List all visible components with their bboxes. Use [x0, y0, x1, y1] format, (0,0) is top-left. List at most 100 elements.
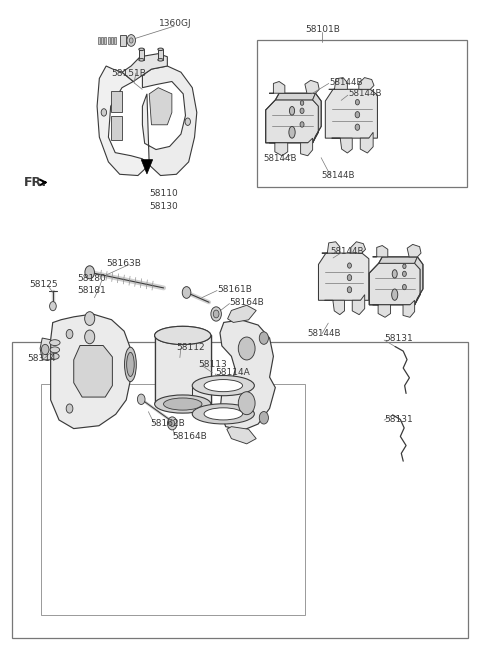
Text: 58144B: 58144B	[263, 154, 297, 164]
Text: 58151B: 58151B	[111, 69, 146, 78]
Circle shape	[84, 330, 95, 344]
Polygon shape	[143, 66, 197, 175]
Ellipse shape	[392, 269, 397, 278]
Polygon shape	[359, 78, 374, 90]
Bar	[155, 336, 211, 404]
Text: 58180: 58180	[78, 274, 107, 283]
Text: 58131: 58131	[384, 415, 413, 424]
Polygon shape	[74, 345, 112, 397]
Text: 58163B: 58163B	[107, 259, 141, 267]
Polygon shape	[372, 245, 388, 257]
Ellipse shape	[289, 107, 295, 115]
Circle shape	[402, 271, 407, 277]
Polygon shape	[265, 100, 318, 143]
Ellipse shape	[49, 339, 60, 345]
Polygon shape	[158, 49, 163, 60]
Text: 58130: 58130	[149, 202, 178, 211]
Polygon shape	[305, 80, 319, 94]
Polygon shape	[139, 49, 144, 60]
Ellipse shape	[155, 395, 211, 413]
Text: 58314: 58314	[27, 354, 56, 363]
Circle shape	[66, 404, 73, 413]
Ellipse shape	[192, 404, 254, 424]
Polygon shape	[312, 94, 321, 143]
Bar	[111, 37, 113, 44]
Polygon shape	[407, 245, 421, 257]
Ellipse shape	[289, 126, 295, 138]
Polygon shape	[322, 242, 340, 253]
Text: 58144B: 58144B	[349, 90, 382, 98]
Circle shape	[211, 307, 221, 321]
Polygon shape	[122, 54, 168, 82]
Polygon shape	[111, 91, 122, 112]
Circle shape	[168, 417, 177, 430]
Polygon shape	[369, 264, 420, 305]
Polygon shape	[379, 257, 418, 264]
Polygon shape	[40, 338, 50, 360]
Bar	[120, 35, 126, 46]
Text: 58164B: 58164B	[229, 298, 264, 307]
Polygon shape	[149, 88, 172, 125]
Polygon shape	[276, 94, 315, 100]
Polygon shape	[220, 320, 276, 430]
Ellipse shape	[139, 59, 144, 61]
Circle shape	[348, 263, 351, 268]
Text: 58110: 58110	[149, 189, 178, 198]
Text: 58113: 58113	[198, 360, 227, 370]
Circle shape	[101, 109, 107, 116]
Polygon shape	[111, 116, 122, 140]
Text: 58131: 58131	[384, 334, 413, 343]
Circle shape	[127, 35, 135, 46]
Text: 58164B: 58164B	[172, 432, 207, 441]
Polygon shape	[97, 66, 149, 175]
Polygon shape	[351, 242, 366, 253]
Ellipse shape	[204, 408, 242, 420]
Polygon shape	[318, 253, 369, 300]
Bar	[101, 37, 103, 44]
Circle shape	[84, 312, 95, 326]
Ellipse shape	[164, 398, 202, 410]
Polygon shape	[50, 314, 131, 428]
Bar	[257, 41, 467, 187]
Text: 1360GJ: 1360GJ	[159, 19, 192, 28]
Polygon shape	[269, 143, 288, 156]
Polygon shape	[332, 138, 352, 153]
Circle shape	[238, 392, 255, 415]
Circle shape	[66, 330, 73, 339]
Text: 58161B: 58161B	[217, 284, 252, 294]
Text: 58144B: 58144B	[321, 171, 355, 180]
Text: 58144B: 58144B	[330, 78, 363, 86]
Ellipse shape	[204, 379, 242, 392]
Text: 58144B: 58144B	[308, 329, 341, 338]
Polygon shape	[269, 82, 285, 94]
Circle shape	[403, 264, 406, 269]
Circle shape	[402, 284, 407, 290]
Circle shape	[182, 286, 191, 298]
Polygon shape	[227, 426, 256, 444]
Circle shape	[85, 266, 95, 279]
Polygon shape	[324, 300, 345, 315]
Bar	[98, 37, 100, 44]
Ellipse shape	[392, 289, 398, 300]
Circle shape	[300, 108, 304, 114]
Circle shape	[355, 112, 360, 118]
Ellipse shape	[155, 326, 211, 345]
Text: 58181: 58181	[78, 286, 107, 295]
Circle shape	[300, 122, 304, 128]
Polygon shape	[325, 90, 377, 138]
Bar	[105, 37, 107, 44]
Circle shape	[238, 337, 255, 360]
Circle shape	[355, 99, 360, 105]
Circle shape	[259, 332, 268, 344]
Circle shape	[347, 286, 352, 293]
Ellipse shape	[158, 59, 163, 61]
Ellipse shape	[139, 48, 144, 50]
Ellipse shape	[50, 347, 60, 353]
Polygon shape	[352, 295, 365, 315]
Circle shape	[185, 118, 191, 126]
Circle shape	[129, 38, 133, 43]
Polygon shape	[360, 132, 373, 153]
Polygon shape	[141, 160, 153, 174]
Circle shape	[137, 394, 145, 404]
Ellipse shape	[124, 347, 136, 381]
